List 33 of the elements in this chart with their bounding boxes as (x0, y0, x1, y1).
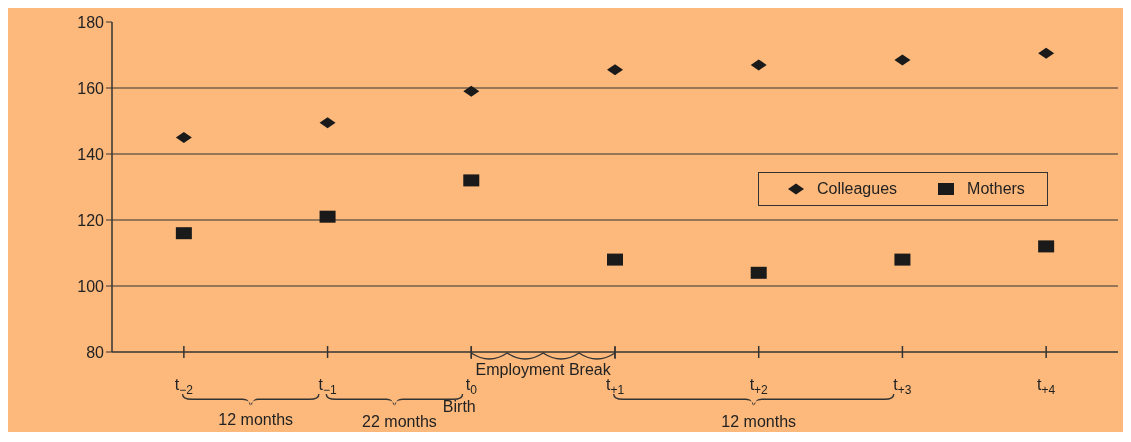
text: 12 months (721, 413, 797, 430)
point (1038, 240, 1055, 253)
x-tick-label: t$_{+2}$ (749, 376, 769, 398)
x-tick-label: t$_{−1}$ (318, 376, 337, 398)
y-tick-label: 120 (77, 211, 105, 229)
legend-label: Mothers (967, 180, 1025, 198)
y-tick-label: 180 (77, 13, 105, 31)
y-tick-label: 80 (86, 343, 105, 361)
text: 22 months (362, 413, 437, 430)
point (607, 253, 623, 266)
point (319, 210, 336, 223)
text: 12 months (218, 411, 294, 428)
x-tick-label: t$_{−2}$ (174, 376, 194, 398)
point (1038, 47, 1055, 59)
y-tick-label: 160 (77, 79, 105, 97)
point (750, 266, 767, 279)
x-tick-label: t$_{+1}$ (605, 376, 625, 398)
x-tick-label: t$_{+3}$ (893, 376, 912, 398)
text: Birth (442, 398, 476, 415)
x-tick-label: t$_{0}$ (465, 376, 478, 398)
point (750, 59, 767, 71)
point (319, 117, 336, 129)
legend-label: Colleagues (817, 180, 898, 198)
point (894, 54, 911, 66)
point (463, 174, 480, 187)
x-tick-label: t$_{+4}$ (1037, 376, 1056, 398)
point (463, 85, 480, 97)
point (607, 64, 623, 76)
y-tick-label: 100 (77, 277, 105, 295)
text: Employment Break (475, 361, 612, 378)
point (894, 253, 911, 266)
point (175, 227, 192, 240)
y-tick-label: 140 (77, 145, 105, 163)
